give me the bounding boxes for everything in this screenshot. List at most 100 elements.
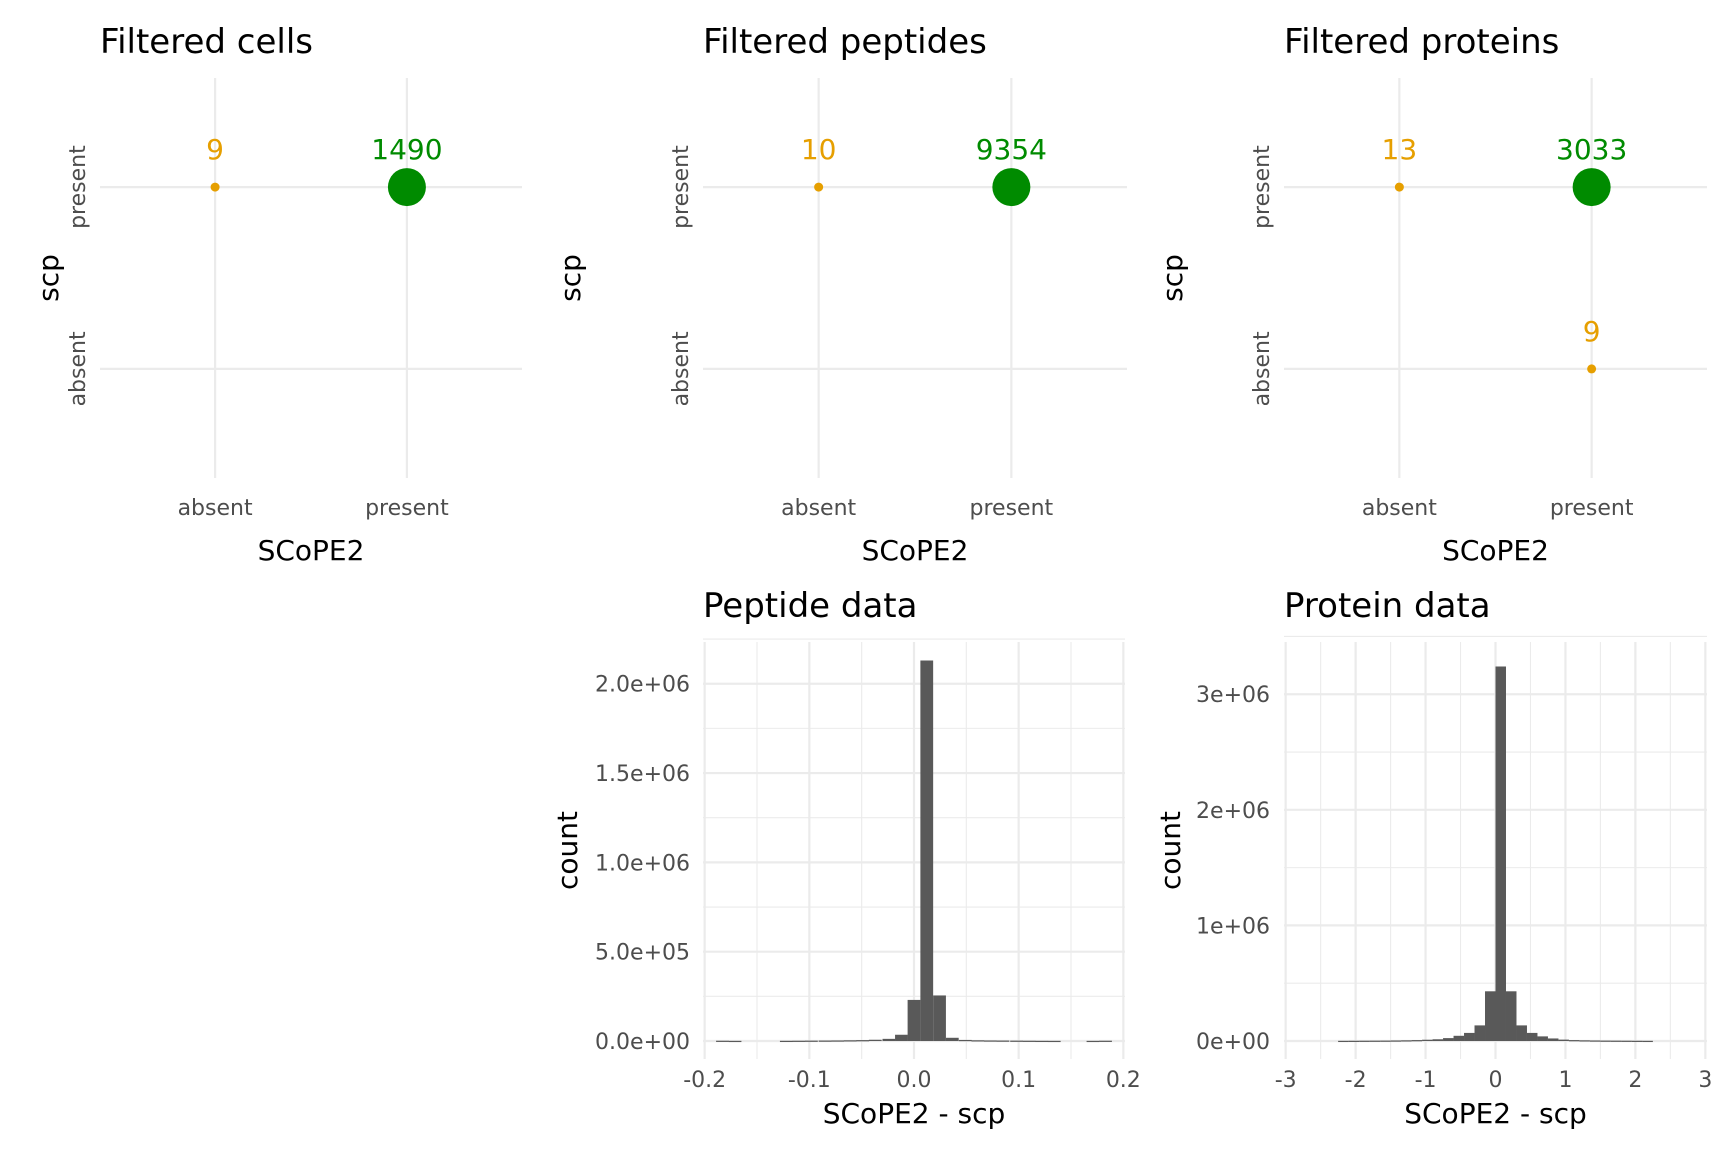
x-tick-label: 3 (1698, 1068, 1712, 1093)
data-label: 13 (1382, 133, 1418, 166)
panel-filtered-cells: absent present absent present 9 1490 Filtered … (32, 22, 522, 567)
y-tick-label: 1.0e+06 (595, 851, 690, 876)
x-tick-label: -0.1 (788, 1068, 831, 1093)
x-tick-label: -3 (1275, 1068, 1297, 1093)
data-point (814, 182, 824, 192)
histogram-bar (1505, 991, 1517, 1041)
data-label: 1490 (371, 133, 442, 166)
y-axis-title: count (551, 811, 584, 890)
histogram-bar (1474, 1025, 1486, 1041)
data-label: 9354 (976, 133, 1047, 166)
x-tick-label: present (1550, 496, 1634, 521)
y-tick-label: 0e+00 (1196, 1030, 1270, 1055)
histogram-bar (1380, 1040, 1391, 1042)
x-axis-title: SCoPE2 - scp (1404, 1097, 1587, 1130)
histogram-bar (1422, 1039, 1433, 1041)
histogram-bar (1485, 991, 1496, 1041)
histogram-bar (958, 1039, 972, 1042)
histogram-bar (818, 1040, 832, 1042)
histogram-bar (996, 1040, 1010, 1042)
x-tick-label: 0.2 (1106, 1068, 1141, 1093)
y-tick-label: 5.0e+05 (595, 941, 690, 966)
x-axis-title: SCoPE2 (862, 534, 969, 567)
histogram-bar (792, 1040, 806, 1042)
histogram-bar (1495, 666, 1506, 1041)
histogram-bar (1443, 1038, 1454, 1041)
data-point (1394, 182, 1404, 192)
x-axis-title: SCoPE2 - scp (823, 1097, 1006, 1130)
histogram-bar (1432, 1039, 1444, 1041)
histogram-bar (1411, 1040, 1423, 1042)
y-tick-label: absent (1250, 331, 1275, 406)
histogram-bar (1579, 1040, 1590, 1042)
chart-title: Filtered peptides (703, 22, 987, 62)
histogram-bar (1537, 1036, 1548, 1041)
histogram-bar (1464, 1032, 1475, 1041)
histogram-bar (831, 1040, 844, 1042)
y-tick-label: 1e+06 (1196, 914, 1270, 939)
panel-peptide-data: -0.2 -0.1 0.0 0.1 0.2 0.0e+00 5.0e+05 1.0e+06 1.… (551, 586, 1141, 1130)
y-tick-label: present (1250, 145, 1275, 229)
histogram-bar (1610, 1040, 1622, 1042)
histogram-bar (971, 1040, 985, 1042)
data-label: 9 (1583, 315, 1601, 348)
histogram-bar (1516, 1025, 1527, 1041)
y-tick-label: present (669, 145, 694, 229)
histogram-bar (868, 1039, 882, 1041)
histogram-bar (984, 1040, 997, 1042)
x-axis-title: SCoPE2 (1442, 534, 1549, 567)
x-tick-label: 1 (1558, 1068, 1572, 1093)
histogram-bar (1086, 1040, 1100, 1043)
panel-filtered-peptides: absent present absent present 10 9354 Filtered… (554, 22, 1127, 567)
histogram-bar (1348, 1040, 1360, 1042)
y-axis-title: scp (554, 254, 587, 302)
y-tick-label: absent (66, 331, 91, 406)
chart-title: Filtered proteins (1284, 22, 1559, 62)
x-tick-label: present (365, 496, 449, 521)
histogram-bar (728, 1040, 742, 1043)
data-label: 3033 (1556, 133, 1627, 166)
histogram-bar (1621, 1040, 1632, 1042)
histogram-bar (1338, 1040, 1349, 1043)
histogram-bar (843, 1040, 857, 1042)
data-point (387, 168, 426, 207)
data-label: 10 (801, 133, 837, 166)
y-tick-label: 3e+06 (1196, 683, 1270, 708)
histogram-bar (1631, 1040, 1643, 1042)
x-tick-label: 0.1 (1001, 1068, 1036, 1093)
histogram-bar (1558, 1039, 1569, 1041)
data-point (1587, 364, 1597, 374)
histogram-bar (1022, 1040, 1036, 1042)
y-tick-label: 1.5e+06 (595, 762, 690, 787)
histogram-bar (716, 1040, 729, 1042)
panel-filtered-proteins: absent present absent present 13 3033 9 Filtere… (1156, 22, 1707, 567)
y-tick-label: absent (669, 331, 694, 406)
histogram-bar (1453, 1035, 1465, 1041)
histogram-bar (1642, 1040, 1653, 1043)
histogram-bar (907, 999, 921, 1041)
data-label: 9 (206, 133, 224, 166)
histogram-bar (1390, 1040, 1402, 1042)
x-tick-label: -0.2 (683, 1068, 726, 1093)
histogram-bar (1369, 1040, 1381, 1042)
chart-title: Peptide data (703, 586, 917, 626)
histogram-bar (1010, 1040, 1023, 1042)
y-axis-title: count (1154, 811, 1187, 890)
histogram-bar (1589, 1040, 1601, 1042)
chart-title: Protein data (1284, 586, 1491, 626)
histogram-bar (1035, 1040, 1049, 1043)
x-tick-label: absent (178, 496, 253, 521)
histogram-bar (945, 1037, 959, 1041)
data-point (992, 168, 1031, 207)
y-axis-title: scp (32, 254, 65, 302)
histogram-bar (1568, 1040, 1580, 1042)
y-tick-label: 2e+06 (1196, 799, 1270, 824)
x-tick-label: 0.0 (897, 1068, 932, 1093)
x-tick-label: 2 (1628, 1068, 1642, 1093)
x-tick-label: present (970, 496, 1054, 521)
histogram-bar (779, 1040, 793, 1043)
y-tick-label: present (66, 145, 91, 229)
x-tick-label: 0 (1489, 1068, 1503, 1093)
histogram-bar (1526, 1032, 1538, 1041)
